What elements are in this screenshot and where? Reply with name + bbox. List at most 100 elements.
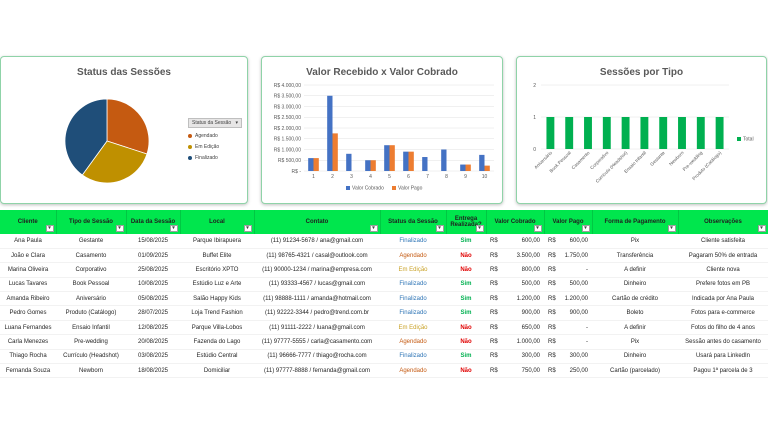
table-cell[interactable]: Finalizado [380,291,446,307]
table-cell[interactable]: Domiciliar [180,363,254,379]
pie-slice-em-edição[interactable] [81,140,148,184]
table-cell[interactable]: (11) 93333-4567 / lucas@gmail.com [254,277,380,293]
bar-valor-pago-6[interactable] [408,151,414,171]
status-legend-filter[interactable]: Status da Sessão ▾ [188,118,242,128]
table-cell[interactable]: Fernanda Souza [0,363,56,379]
table-cell[interactable]: Newborn [56,363,126,379]
table-row[interactable]: João e Clara Casamento 01/09/2025 Buffet El… [0,248,768,264]
table-cell[interactable]: Não [446,320,486,336]
bar-total-produto-cat-logo-[interactable] [715,117,724,149]
table-cell[interactable]: (11) 91234-5678 / ana@gmail.com [254,234,380,249]
table-cell[interactable]: 18/08/2025 [126,363,180,379]
table-cell[interactable]: Pre-wedding [56,334,126,350]
bar-total-ensaio-infantil[interactable] [640,117,649,149]
table-cell[interactable]: Transferência [592,248,678,264]
table-cell[interactable]: (11) 97777-5555 / carla@casamento.com [254,334,380,350]
tipo-chart[interactable]: Sessões por Tipo 2 1 0 Aniversário Book Pess… [516,56,767,204]
table-cell[interactable]: R$ 1.200,00 [544,291,592,307]
filter-dropdown-icon[interactable]: ▾ [369,225,378,232]
table-cell[interactable]: R$ 600,00 [486,234,544,249]
table-cell[interactable]: Finalizado [380,234,446,249]
bar-valor-cobrado-8[interactable] [441,149,447,172]
filter-dropdown-icon[interactable]: ▾ [243,225,252,232]
table-cell[interactable]: 05/08/2025 [126,291,180,307]
table-cell[interactable]: A definir [592,262,678,278]
table-cell[interactable]: Indicada por Ana Paula [678,291,768,307]
table-cell[interactable]: João e Clara [0,248,56,264]
filter-dropdown-icon[interactable]: ▾ [667,225,676,232]
table-cell[interactable]: Parque Ibirapuera [180,234,254,249]
table-cell[interactable]: (11) 91111-2222 / luana@gmail.com [254,320,380,336]
table-row[interactable]: Ana Paula Gestante 15/08/2025 Parque Ibirap… [0,234,768,249]
table-cell[interactable]: Fazenda do Lago [180,334,254,350]
bar-valor-cobrado-2[interactable] [327,95,333,171]
table-cell[interactable]: Parque Villa-Lobos [180,320,254,336]
table-cell[interactable]: 20/08/2025 [126,334,180,350]
table-cell[interactable]: Thiago Rocha [0,349,56,365]
bar-total-gestante[interactable] [659,117,668,149]
table-cell[interactable]: Não [446,334,486,350]
valor-chart[interactable]: Valor Recebido x Valor Cobrado R$ 4.000,… [261,56,503,204]
table-cell[interactable]: R$ - [544,334,592,350]
bar-total-corporativo[interactable] [602,117,611,149]
bar-valor-cobrado-10[interactable] [479,154,485,171]
table-row[interactable]: Luana Fernandes Ensaio Infantil 12/08/2025… [0,320,768,336]
table-cell[interactable]: Estúdio Luz e Arte [180,277,254,293]
bar-valor-pago-4[interactable] [370,160,376,171]
table-cell[interactable]: R$ 750,00 [486,363,544,379]
filter-dropdown-icon[interactable]: ▾ [45,225,54,232]
pie-slice-finalizado[interactable] [64,98,108,176]
table-row[interactable]: Pedro Gomes Produto (Catálogo) 28/07/2025 L… [0,305,768,321]
table-cell[interactable]: R$ 1.200,00 [486,291,544,307]
filter-dropdown-icon[interactable]: ▾ [435,225,444,232]
bar-valor-cobrado-5[interactable] [384,145,390,171]
table-cell[interactable]: 10/08/2025 [126,277,180,293]
table-row[interactable]: Carla Menezes Pre-wedding 20/08/2025 Fazend… [0,334,768,350]
table-cell[interactable]: Agendado [380,334,446,350]
table-cell[interactable]: Salão Happy Kids [180,291,254,307]
bar-total-casamento[interactable] [584,117,592,149]
table-cell[interactable]: Aniversário [56,291,126,307]
table-cell[interactable]: Sim [446,234,486,249]
bar-valor-cobrado-6[interactable] [403,151,409,171]
filter-dropdown-icon[interactable]: ▾ [581,225,590,232]
table-cell[interactable]: Agendado [380,363,446,379]
table-cell[interactable]: Em Edição [380,262,446,278]
table-cell[interactable]: Estúdio Central [180,349,254,365]
table-cell[interactable]: Pix [592,334,678,350]
bar-total-pre-wedding[interactable] [696,117,705,149]
table-row[interactable]: Marina Oliveira Corporativo 25/08/2025 Escr… [0,262,768,278]
table-cell[interactable]: R$ - [544,320,592,336]
table-cell[interactable]: Não [446,248,486,264]
table-cell[interactable]: 12/08/2025 [126,320,180,336]
table-cell[interactable]: Prefere fotos em PB [678,277,768,293]
table-cell[interactable]: Loja Trend Fashion [180,305,254,321]
table-cell[interactable]: Cliente nova [678,262,768,278]
bar-total-book-pessoal[interactable] [565,117,574,149]
table-cell[interactable]: Cartão de crédito [592,291,678,307]
bar-valor-pago-5[interactable] [389,145,395,171]
bar-total-newborn[interactable] [678,117,686,149]
table-cell[interactable]: Corporativo [56,262,126,278]
bar-valor-cobrado-9[interactable] [460,164,466,171]
bar-valor-cobrado-7[interactable] [422,157,428,171]
table-cell[interactable]: Cliente satisfeita [678,234,768,249]
pie-slice-agendado[interactable] [106,98,150,155]
table-cell[interactable]: R$ 1.750,00 [544,248,592,264]
filter-dropdown-icon[interactable]: ▾ [235,120,238,126]
table-cell[interactable]: R$ 300,00 [486,349,544,365]
table-cell[interactable]: (11) 98888-1111 / amanda@hotmail.com [254,291,380,307]
table-cell[interactable]: (11) 96666-7777 / thiago@rocha.com [254,349,380,365]
table-row[interactable]: Lucas Tavares Book Pessoal 10/08/2025 Estúd… [0,277,768,293]
table-cell[interactable]: R$ 900,00 [486,305,544,321]
bar-valor-cobrado-1[interactable] [308,158,314,171]
table-cell[interactable]: Boleto [592,305,678,321]
table-cell[interactable]: Finalizado [380,305,446,321]
bar-total-curr-culo-headshot-[interactable] [621,117,630,149]
bar-valor-pago-1[interactable] [313,158,319,171]
table-cell[interactable]: R$ 500,00 [544,277,592,293]
table-cell[interactable]: Amanda Ribeiro [0,291,56,307]
table-cell[interactable]: R$ 300,00 [544,349,592,365]
table-cell[interactable]: Luana Fernandes [0,320,56,336]
table-cell[interactable]: Não [446,363,486,379]
